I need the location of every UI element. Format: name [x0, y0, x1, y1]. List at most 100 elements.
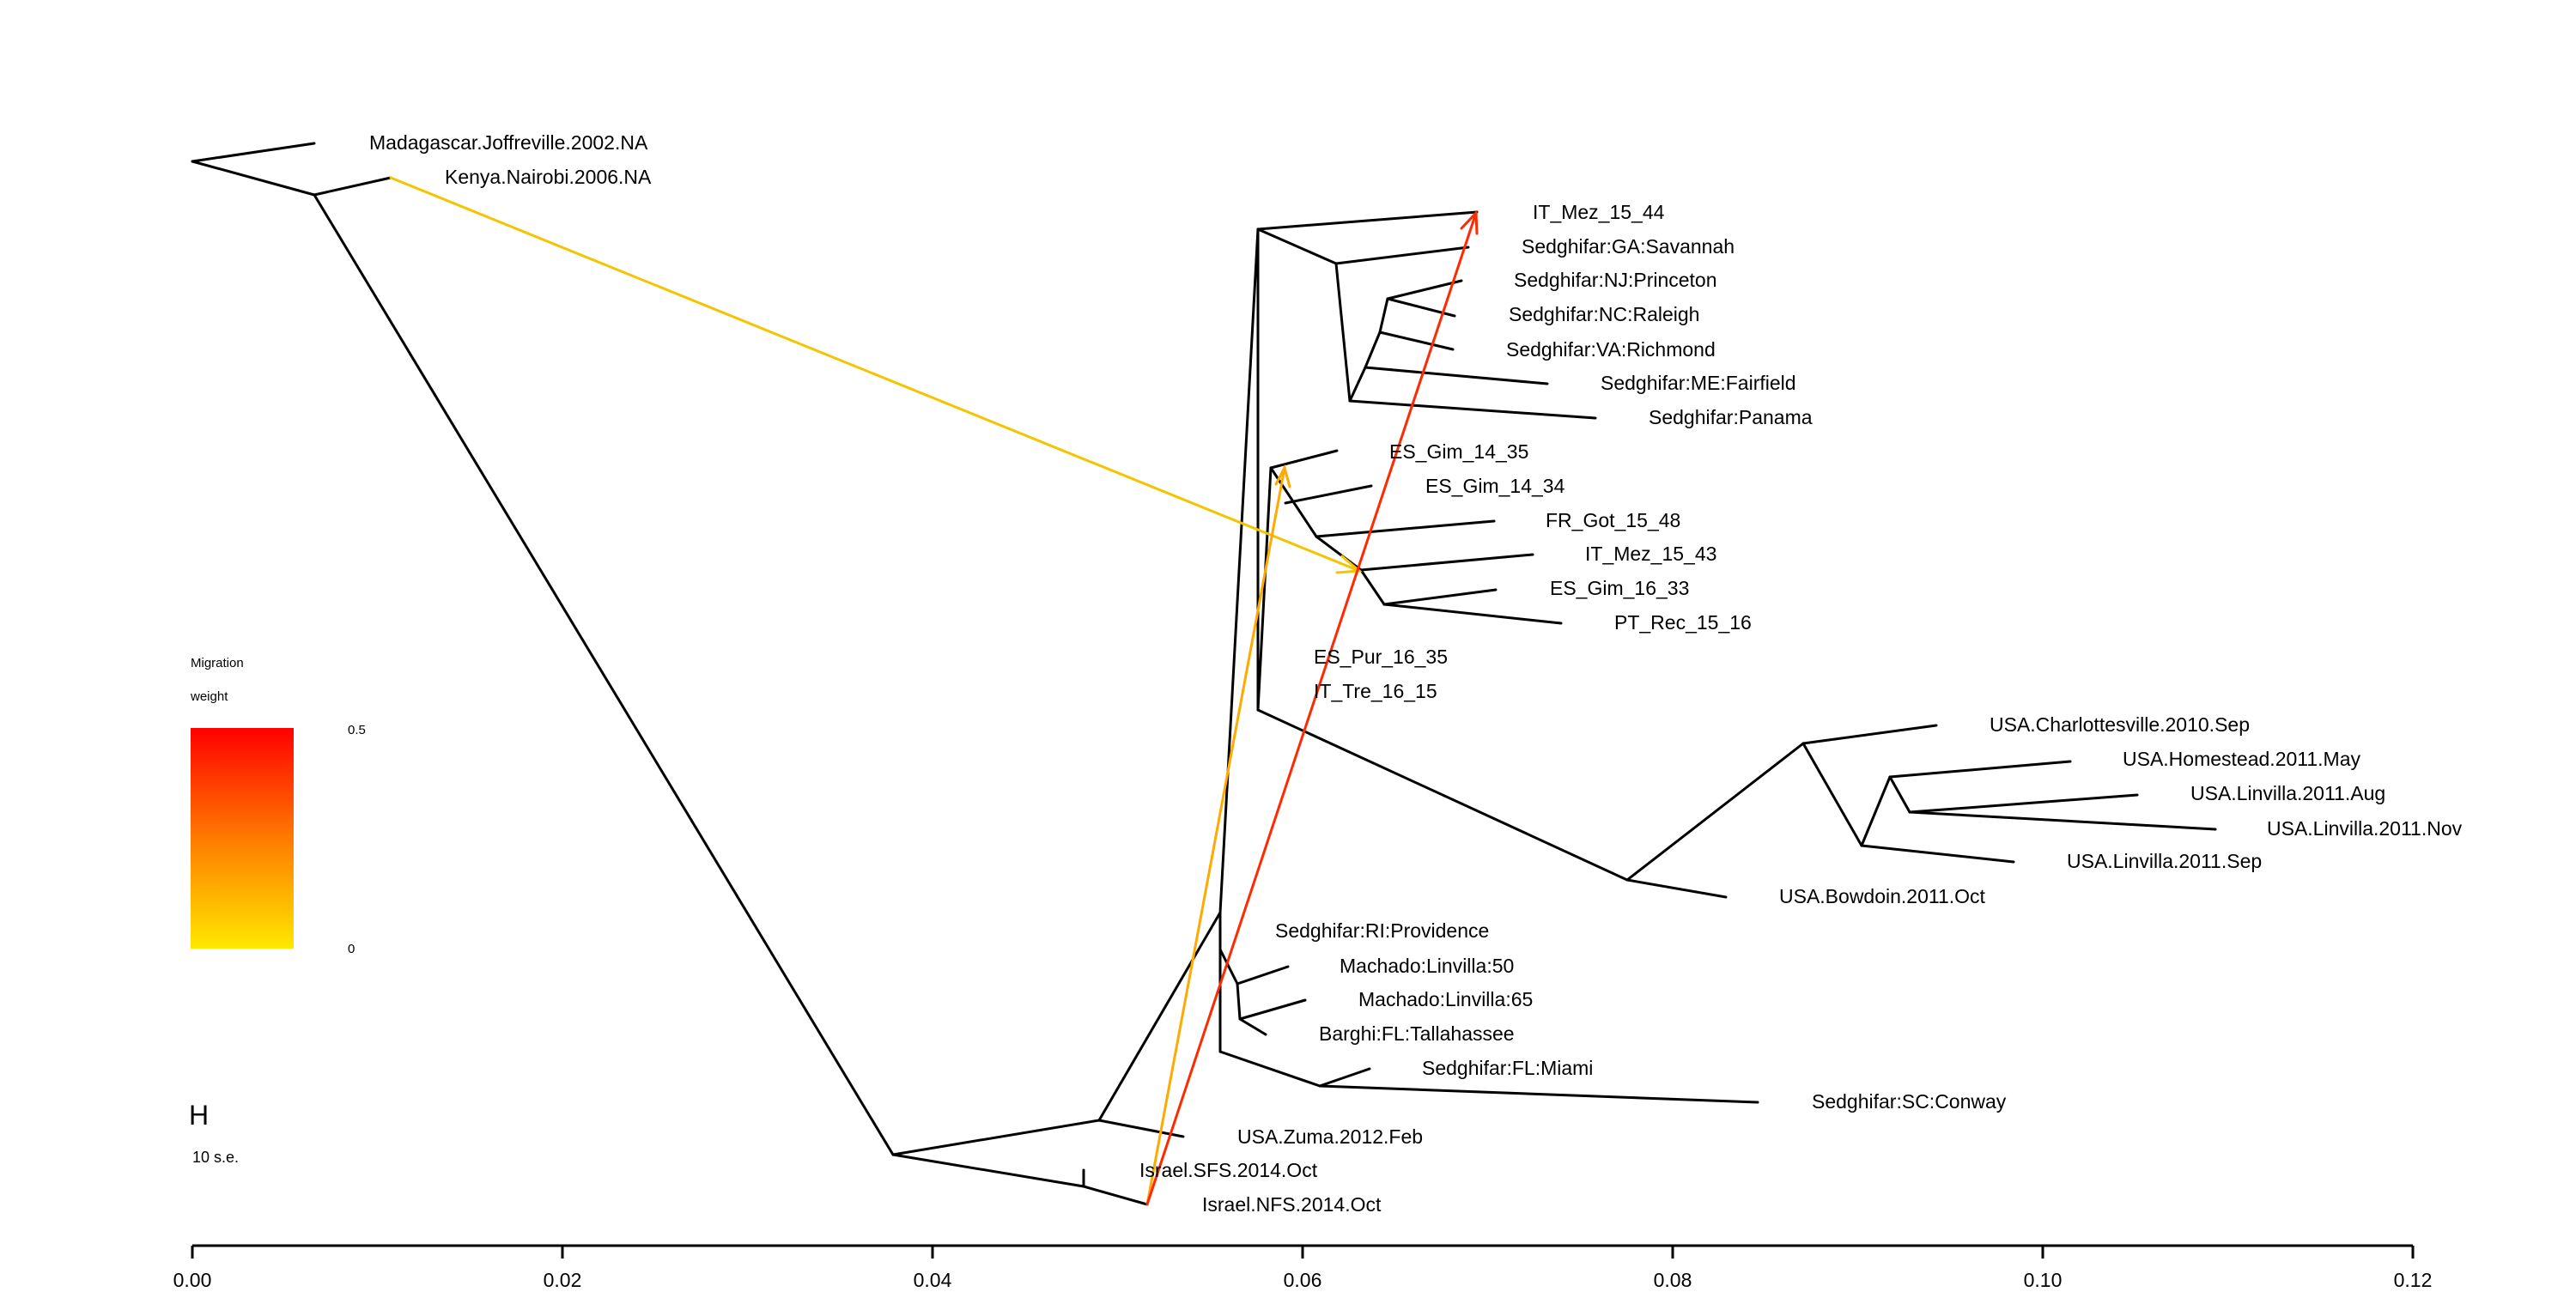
- branch: [1378, 297, 1389, 334]
- branch: [1860, 775, 1892, 847]
- branch: [1218, 1050, 1321, 1088]
- branch: [1382, 603, 1563, 625]
- legend-max-label: 0.5: [348, 723, 366, 737]
- x-tick-label: 0.10: [2024, 1269, 2063, 1291]
- branch: [191, 160, 316, 197]
- branch: [1359, 553, 1534, 572]
- branch: [1334, 262, 1352, 403]
- tip-label: Israel.SFS.2014.Oct: [1139, 1159, 1318, 1181]
- branch: [1625, 742, 1805, 882]
- branch: [1888, 760, 2072, 779]
- tip-label: USA.Linvilla.2011.Aug: [2190, 782, 2385, 804]
- tip-label: ES_Gim_14_34: [1425, 475, 1565, 497]
- branch: [1238, 998, 1307, 1021]
- branch: [1256, 708, 1629, 882]
- migration-edge-israel-to-es-gim: [1145, 464, 1291, 1206]
- branch: [313, 193, 895, 1156]
- tip-label: USA.Homestead.2011.May: [2123, 748, 2360, 770]
- branch: [1236, 965, 1290, 986]
- tip-labels: Madagascar.Joffreville.2002.NA Kenya.Nai…: [369, 131, 2463, 1216]
- branch: [1888, 775, 1911, 814]
- x-tick-label: 0.00: [173, 1269, 212, 1291]
- x-tick-label: 0.08: [1654, 1269, 1692, 1291]
- tip-label: Kenya.Nairobi.2006.NA: [445, 166, 652, 188]
- tip-label: IT_Mez_15_44: [1533, 201, 1665, 223]
- branch: [1318, 1084, 1759, 1104]
- x-tick-label: 0.04: [914, 1269, 952, 1291]
- branch: [1097, 911, 1222, 1122]
- branch: [313, 176, 392, 197]
- branch: [1348, 366, 1367, 403]
- branch: [1801, 724, 1938, 745]
- x-tick-label: 0.06: [1284, 1269, 1322, 1291]
- tip-label: Sedghifar:FL:Miami: [1422, 1057, 1593, 1079]
- legend-min-label: 0: [348, 942, 355, 956]
- tip-label: Sedghifar:SC:Conway: [1812, 1090, 2007, 1113]
- legend-title-line2: weight: [190, 689, 228, 704]
- tip-label: Sedghifar:RI:Providence: [1275, 919, 1489, 942]
- branch: [1908, 810, 2217, 831]
- scale-bar-label: 10 s.e.: [192, 1149, 239, 1166]
- tree-branches: [191, 142, 2217, 1206]
- branch: [1364, 331, 1382, 369]
- branch: [1284, 484, 1373, 505]
- branch: [1386, 279, 1463, 300]
- branch: [1382, 588, 1498, 606]
- branch: [1348, 399, 1597, 420]
- branch: [1236, 982, 1242, 1021]
- tip-label: PT_Rec_15_16: [1614, 611, 1752, 634]
- tip-label: Israel.NFS.2014.Oct: [1202, 1193, 1382, 1216]
- branch: [1256, 227, 1338, 265]
- legend-title-line1: Migration: [191, 656, 244, 670]
- branch: [1378, 331, 1455, 351]
- tip-label: IT_Tre_16_15: [1314, 680, 1437, 702]
- tip-label: USA.Zuma.2012.Feb: [1237, 1125, 1423, 1148]
- tip-label: ES_Pur_16_35: [1314, 646, 1448, 668]
- branch: [1359, 568, 1386, 606]
- migration-weight-legend: Migration weight 0.5 0: [190, 656, 366, 956]
- tip-label: Machado:Linvilla:50: [1340, 955, 1514, 977]
- tip-label: USA.Linvilla.2011.Sep: [2067, 850, 2262, 872]
- tip-label: Sedghifar:NC:Raleigh: [1509, 303, 1699, 325]
- tip-label: Machado:Linvilla:65: [1358, 988, 1533, 1010]
- migration-edge-kenya-to-europe: [389, 176, 1363, 574]
- branch: [1315, 519, 1496, 538]
- branch: [1238, 1017, 1267, 1036]
- tip-label: USA.Bowdoin.2011.Oct: [1779, 885, 1986, 907]
- x-tick-label: 0.12: [2394, 1269, 2433, 1291]
- branch: [1334, 246, 1470, 265]
- tip-label: FR_Got_15_48: [1546, 509, 1680, 531]
- tip-label: Sedghifar:GA:Savannah: [1522, 235, 1735, 258]
- tip-label: IT_Mez_15_43: [1585, 543, 1716, 565]
- branch: [1318, 1067, 1371, 1088]
- tip-label: Sedghifar:ME:Fairfield: [1601, 372, 1796, 394]
- tip-label: Sedghifar:VA:Richmond: [1506, 338, 1716, 361]
- branch: [1256, 210, 1479, 231]
- tip-label: Sedghifar:Panama: [1649, 406, 1813, 428]
- x-axis-ticks: [191, 1246, 2415, 1259]
- migration-edges: [389, 176, 1479, 1206]
- branch: [191, 142, 316, 163]
- branch: [1082, 1185, 1149, 1206]
- tip-label: Barghi:FL:Tallahassee: [1319, 1022, 1515, 1045]
- branch: [1218, 948, 1239, 986]
- scale-bar: H 10 s.e.: [189, 1100, 239, 1166]
- tip-label: Madagascar.Joffreville.2002.NA: [369, 131, 648, 154]
- branch: [1256, 466, 1273, 712]
- tip-label: ES_Gim_16_33: [1550, 577, 1689, 599]
- legend-color-bar: [191, 728, 294, 949]
- migration-edge-israel-to-it-mez: [1145, 209, 1479, 1206]
- branch: [1218, 227, 1260, 914]
- branch: [1801, 742, 1863, 847]
- branch: [891, 1153, 1085, 1188]
- x-tick-label: 0.02: [544, 1269, 582, 1291]
- x-axis: 0.00 0.02 0.04 0.06 0.08 0.10 0.12: [173, 1244, 2433, 1291]
- branch: [891, 1119, 1101, 1156]
- tip-label: USA.Charlottesville.2010.Sep: [1990, 713, 2250, 736]
- scale-bar-symbol: H: [189, 1100, 209, 1131]
- branch: [1364, 366, 1549, 385]
- tip-label: USA.Linvilla.2011.Nov: [2267, 817, 2463, 840]
- branch: [1908, 793, 2139, 814]
- branch: [1860, 844, 2015, 864]
